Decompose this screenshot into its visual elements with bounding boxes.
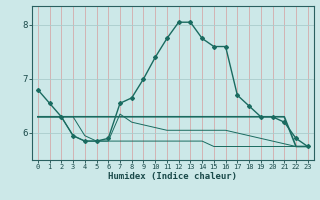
X-axis label: Humidex (Indice chaleur): Humidex (Indice chaleur) <box>108 172 237 181</box>
